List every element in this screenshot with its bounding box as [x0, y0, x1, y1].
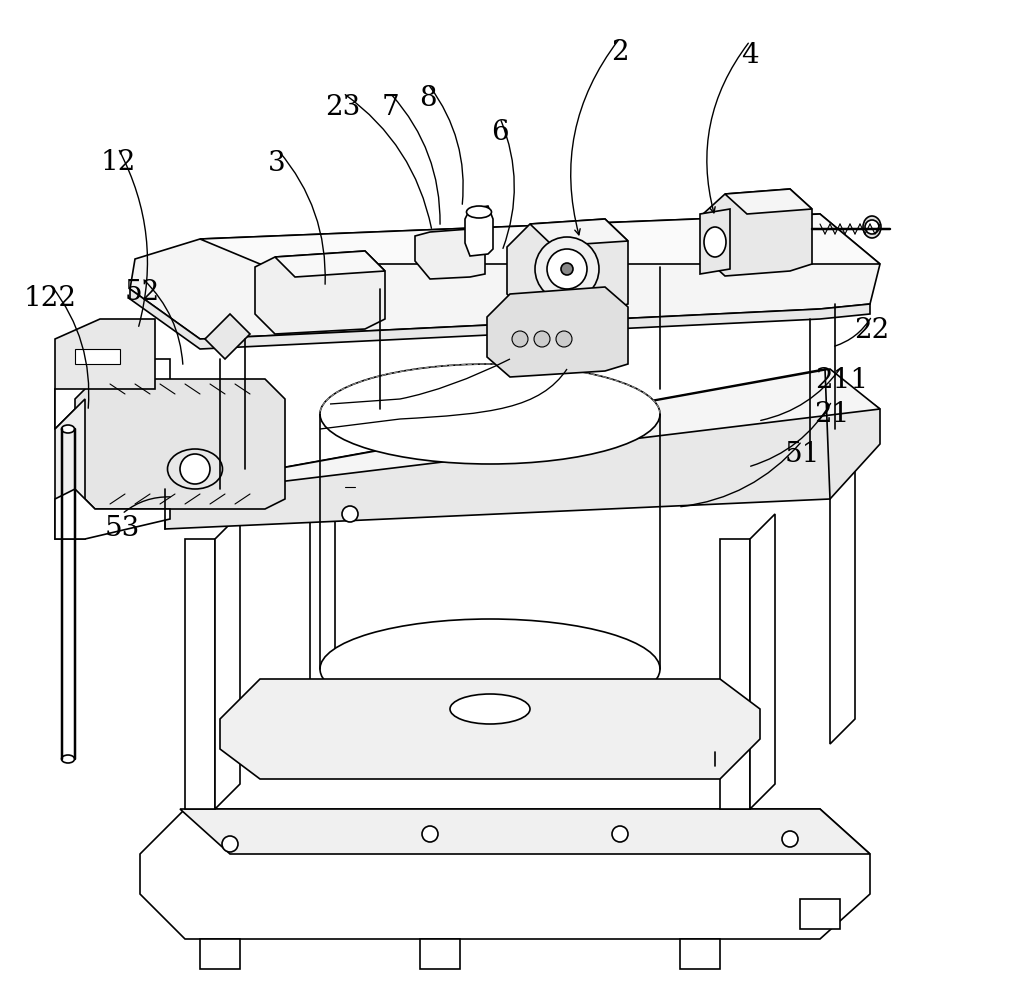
Polygon shape — [703, 189, 812, 277]
Polygon shape — [200, 214, 880, 265]
Circle shape — [422, 827, 438, 842]
Polygon shape — [165, 370, 880, 490]
Text: 23: 23 — [325, 93, 361, 120]
Text: 4: 4 — [741, 41, 758, 68]
Polygon shape — [680, 939, 721, 969]
Circle shape — [556, 332, 572, 348]
Text: 7: 7 — [381, 93, 399, 120]
Text: 3: 3 — [268, 149, 286, 176]
Ellipse shape — [61, 756, 75, 764]
Circle shape — [222, 836, 238, 852]
Polygon shape — [55, 490, 170, 539]
Text: 2: 2 — [611, 38, 629, 65]
Polygon shape — [215, 514, 240, 810]
Polygon shape — [256, 252, 385, 335]
Ellipse shape — [450, 694, 530, 724]
Circle shape — [535, 237, 599, 302]
Polygon shape — [200, 939, 240, 969]
Text: 6: 6 — [492, 118, 509, 145]
Polygon shape — [700, 209, 730, 275]
Polygon shape — [75, 380, 285, 509]
Polygon shape — [55, 360, 85, 430]
Text: 51: 51 — [784, 441, 820, 468]
Ellipse shape — [61, 426, 75, 434]
Text: 53: 53 — [104, 514, 140, 541]
Circle shape — [612, 827, 628, 842]
Polygon shape — [487, 288, 628, 378]
Polygon shape — [800, 899, 840, 929]
Text: 211: 211 — [816, 366, 869, 393]
Circle shape — [535, 332, 550, 348]
Text: 21: 21 — [815, 401, 849, 428]
Polygon shape — [130, 290, 870, 350]
Circle shape — [865, 220, 879, 234]
Polygon shape — [55, 400, 85, 539]
Polygon shape — [750, 514, 775, 810]
Polygon shape — [530, 219, 628, 246]
Polygon shape — [55, 320, 155, 390]
Polygon shape — [55, 360, 170, 430]
Ellipse shape — [320, 365, 660, 465]
Polygon shape — [185, 539, 215, 810]
Ellipse shape — [704, 227, 726, 258]
Polygon shape — [420, 939, 460, 969]
Polygon shape — [310, 475, 335, 775]
Circle shape — [512, 332, 528, 348]
Polygon shape — [130, 214, 880, 340]
Polygon shape — [465, 206, 493, 257]
Ellipse shape — [320, 619, 660, 719]
Ellipse shape — [168, 450, 223, 490]
Text: 122: 122 — [24, 285, 77, 312]
Polygon shape — [205, 315, 250, 360]
Circle shape — [547, 249, 587, 290]
Polygon shape — [165, 370, 880, 529]
Circle shape — [561, 264, 573, 276]
Polygon shape — [220, 679, 760, 780]
Circle shape — [782, 832, 798, 847]
Polygon shape — [721, 539, 750, 810]
Bar — [75, 350, 120, 365]
Text: 8: 8 — [419, 84, 436, 111]
Text: 52: 52 — [125, 279, 159, 306]
Ellipse shape — [466, 206, 492, 218]
Circle shape — [342, 506, 358, 522]
Text: 12: 12 — [100, 148, 136, 175]
Polygon shape — [180, 810, 870, 854]
Circle shape — [180, 455, 210, 485]
Polygon shape — [725, 189, 812, 214]
Polygon shape — [507, 219, 628, 317]
Ellipse shape — [863, 216, 881, 238]
Polygon shape — [415, 229, 485, 280]
Polygon shape — [275, 252, 385, 278]
Text: 22: 22 — [854, 317, 889, 343]
Polygon shape — [830, 425, 855, 744]
Polygon shape — [140, 810, 870, 939]
